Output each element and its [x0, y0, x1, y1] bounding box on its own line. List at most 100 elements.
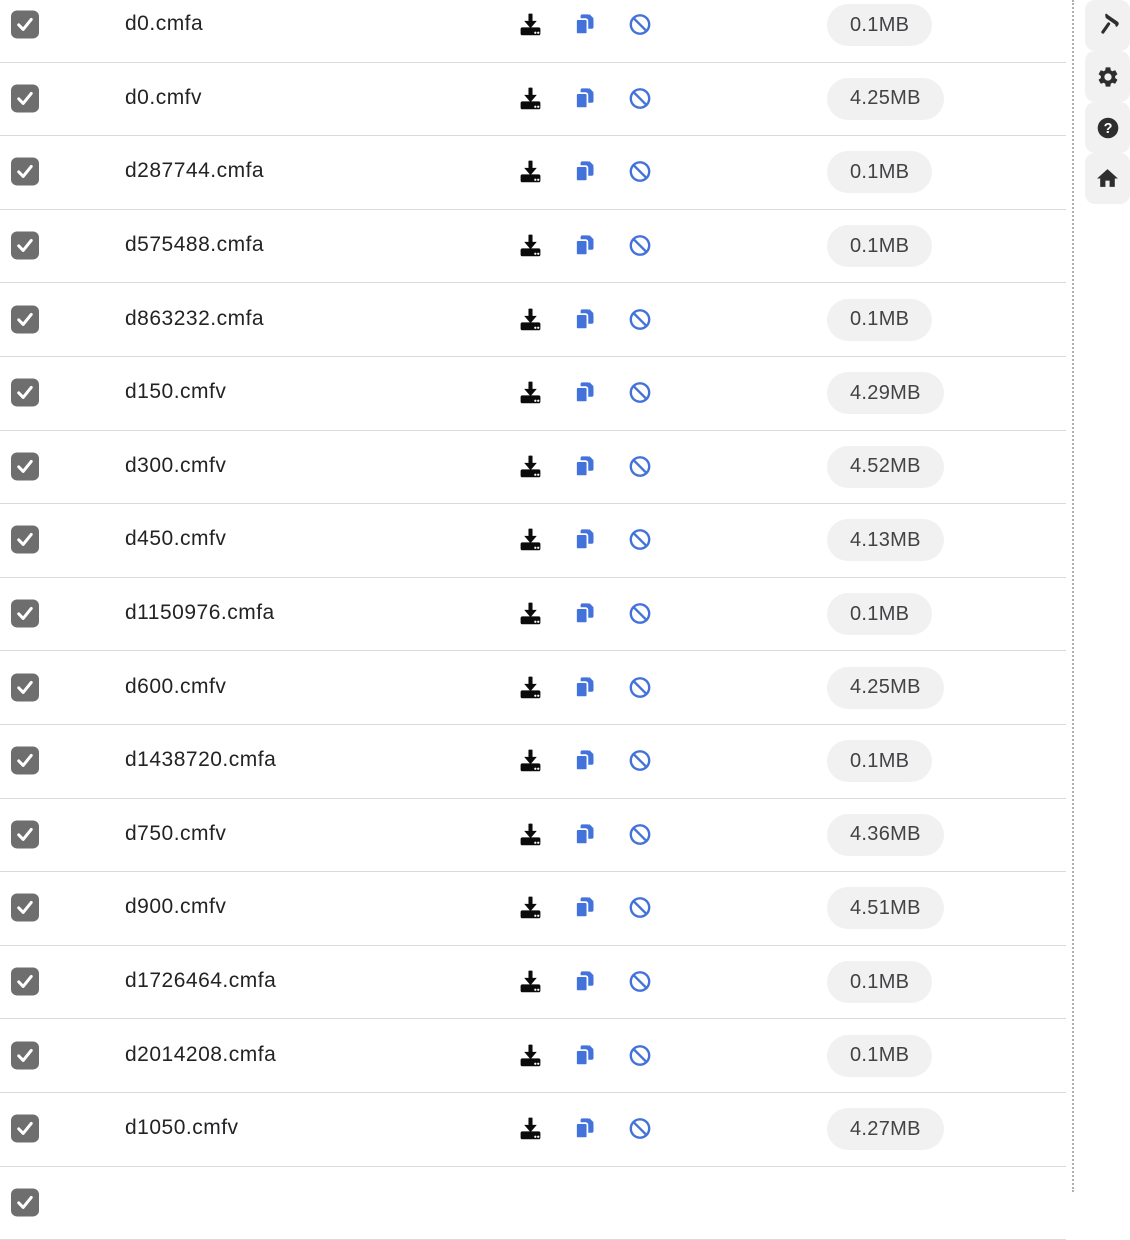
copy-icon	[573, 86, 597, 110]
row-checkbox[interactable]	[11, 1188, 39, 1216]
settings-button[interactable]	[1085, 51, 1130, 102]
copy-button[interactable]	[573, 454, 597, 478]
checkmark-icon	[15, 603, 35, 623]
copy-icon	[573, 970, 597, 994]
row-checkbox[interactable]	[11, 232, 39, 260]
file-name: d0.cmfv	[125, 86, 202, 110]
checkmark-icon	[15, 162, 35, 182]
copy-button[interactable]	[573, 381, 597, 405]
file-row: d150.cmfv	[0, 357, 1066, 431]
ban-button[interactable]	[628, 381, 652, 405]
file-row: d1438720.cmfa	[0, 725, 1066, 799]
copy-button[interactable]	[573, 13, 597, 37]
download-button[interactable]	[517, 158, 544, 185]
copy-button[interactable]	[573, 1043, 597, 1067]
ban-button[interactable]	[628, 86, 652, 110]
copy-button[interactable]	[573, 86, 597, 110]
row-checkbox[interactable]	[11, 526, 39, 554]
file-name: d450.cmfv	[125, 527, 226, 551]
ban-button[interactable]	[628, 602, 652, 626]
copy-button[interactable]	[573, 896, 597, 920]
copy-button[interactable]	[573, 749, 597, 773]
checkmark-icon	[15, 456, 35, 476]
download-button[interactable]	[517, 526, 544, 553]
copy-button[interactable]	[573, 602, 597, 626]
row-checkbox[interactable]	[11, 894, 39, 922]
ban-button[interactable]	[628, 13, 652, 37]
row-checkbox[interactable]	[11, 452, 39, 480]
ban-button[interactable]	[628, 1043, 652, 1067]
copy-icon	[573, 1117, 597, 1141]
download-button[interactable]	[517, 379, 544, 406]
copy-button[interactable]	[573, 1117, 597, 1141]
copy-button[interactable]	[573, 675, 597, 699]
ban-button[interactable]	[628, 822, 652, 846]
download-button[interactable]	[517, 968, 544, 995]
copy-button[interactable]	[573, 160, 597, 184]
download-button[interactable]	[517, 11, 544, 38]
checkmark-icon	[15, 383, 35, 403]
row-checkbox[interactable]	[11, 305, 39, 333]
file-row: d0.cmfv 4.	[0, 63, 1066, 137]
ban-icon	[628, 749, 652, 773]
download-button[interactable]	[517, 674, 544, 701]
file-row: d287744.cmfa	[0, 136, 1066, 210]
ban-icon	[628, 381, 652, 405]
copy-button[interactable]	[573, 528, 597, 552]
copy-button[interactable]	[573, 822, 597, 846]
row-checkbox[interactable]	[11, 1041, 39, 1069]
download-button[interactable]	[517, 1115, 544, 1142]
row-checkbox[interactable]	[11, 820, 39, 848]
ban-button[interactable]	[628, 160, 652, 184]
ban-icon	[628, 602, 652, 626]
ban-button[interactable]	[628, 528, 652, 552]
ban-button[interactable]	[628, 454, 652, 478]
tools-button[interactable]	[1085, 0, 1130, 51]
ban-button[interactable]	[628, 234, 652, 258]
download-button[interactable]	[517, 1042, 544, 1069]
row-checkbox[interactable]	[11, 967, 39, 995]
download-button[interactable]	[517, 453, 544, 480]
size-badge: 0.1MB	[827, 4, 932, 46]
checkmark-icon	[15, 824, 35, 844]
file-row: d1150976.cmfa	[0, 578, 1066, 652]
row-checkbox[interactable]	[11, 673, 39, 701]
file-row: d575488.cmfa	[0, 210, 1066, 284]
home-button[interactable]	[1085, 153, 1130, 204]
size-badge: 4.52MB	[827, 446, 944, 488]
download-button[interactable]	[517, 894, 544, 921]
row-checkbox[interactable]	[11, 158, 39, 186]
file-row: d863232.cmfa	[0, 283, 1066, 357]
row-checkbox[interactable]	[11, 747, 39, 775]
size-badge: 0.1MB	[827, 961, 932, 1003]
row-checkbox[interactable]	[11, 84, 39, 112]
copy-button[interactable]	[573, 307, 597, 331]
download-button[interactable]	[517, 600, 544, 627]
ban-button[interactable]	[628, 307, 652, 331]
row-checkbox[interactable]	[11, 379, 39, 407]
help-icon: ?	[1096, 116, 1120, 140]
copy-button[interactable]	[573, 970, 597, 994]
row-checkbox[interactable]	[11, 1115, 39, 1143]
ban-icon	[628, 234, 652, 258]
ban-button[interactable]	[628, 675, 652, 699]
file-row: d1726464.cmfa	[0, 946, 1066, 1020]
download-button[interactable]	[517, 85, 544, 112]
download-button[interactable]	[517, 821, 544, 848]
download-button[interactable]	[517, 306, 544, 333]
copy-button[interactable]	[573, 234, 597, 258]
download-button[interactable]	[517, 747, 544, 774]
size-badge: 4.29MB	[827, 372, 944, 414]
ban-button[interactable]	[628, 970, 652, 994]
download-icon	[517, 526, 544, 553]
row-checkbox[interactable]	[11, 11, 39, 39]
help-button[interactable]: ?	[1085, 102, 1130, 153]
size-badge: 4.51MB	[827, 887, 944, 929]
checkmark-icon	[15, 677, 35, 697]
download-button[interactable]	[517, 232, 544, 259]
ban-button[interactable]	[628, 1117, 652, 1141]
ban-button[interactable]	[628, 896, 652, 920]
row-checkbox[interactable]	[11, 599, 39, 627]
file-name: d2014208.cmfa	[125, 1043, 276, 1067]
ban-button[interactable]	[628, 749, 652, 773]
